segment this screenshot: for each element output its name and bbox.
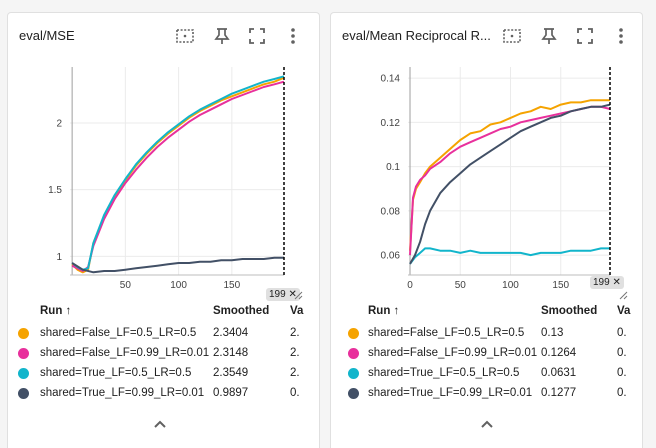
run-color-dot bbox=[348, 348, 359, 359]
run-column-header[interactable]: Run ↑ bbox=[40, 305, 72, 317]
line-chart-mse[interactable]: 50 100 150 1 1.5 2 bbox=[8, 57, 321, 303]
more-vert-icon[interactable] bbox=[282, 25, 304, 47]
smoothed-column-header[interactable]: Smoothed bbox=[213, 305, 270, 317]
chevron-up-icon[interactable] bbox=[150, 417, 170, 431]
raw-value: 2. bbox=[290, 367, 300, 379]
smoothed-value: 0.1277 bbox=[541, 387, 577, 399]
series-line bbox=[71, 76, 285, 274]
run-name: shared=False_LF=0.5_LR=0.5 bbox=[368, 327, 525, 339]
raw-value: 0. bbox=[617, 347, 627, 359]
run-name: shared=False_LF=0.99_LR=0.01 bbox=[368, 347, 538, 359]
raw-value: 0. bbox=[617, 327, 627, 339]
fit-domain-icon[interactable] bbox=[501, 25, 523, 47]
chevron-up-icon[interactable] bbox=[477, 417, 497, 431]
series-line bbox=[409, 105, 611, 256]
table-row[interactable]: shared=False_LF=0.5_LR=0.5 0.13 0. bbox=[331, 325, 644, 345]
run-color-dot bbox=[18, 328, 29, 339]
smoothed-value: 0.9897 bbox=[213, 387, 249, 399]
smoothed-value: 2.3549 bbox=[213, 367, 249, 379]
step-badge[interactable]: 199 ✕ bbox=[590, 276, 624, 289]
resize-handle-icon[interactable] bbox=[293, 290, 303, 300]
run-color-dot bbox=[18, 348, 29, 359]
run-name: shared=False_LF=0.99_LR=0.01 bbox=[40, 347, 210, 359]
smoothed-column-header[interactable]: Smoothed bbox=[541, 305, 598, 317]
smoothed-value: 0.13 bbox=[541, 327, 564, 339]
y-tick-label: 0.14 bbox=[381, 74, 401, 85]
more-vert-icon[interactable] bbox=[610, 25, 632, 47]
chart-card-mrr: eval/Mean Reciprocal R... 0 50 100 150 0.06 0… bbox=[330, 12, 643, 448]
y-tick-label: 1.5 bbox=[48, 185, 62, 196]
table-row[interactable]: shared=False_LF=0.99_LR=0.01 2.3148 2. bbox=[8, 345, 321, 365]
raw-value: 2. bbox=[290, 347, 300, 359]
raw-value: 0. bbox=[617, 387, 627, 399]
resize-handle-icon[interactable] bbox=[618, 290, 628, 300]
y-tick-label: 0.08 bbox=[381, 206, 401, 217]
table-row[interactable]: shared=True_LF=0.5_LR=0.5 0.0631 0. bbox=[331, 365, 644, 385]
y-tick-label: 1 bbox=[56, 252, 62, 263]
fit-domain-icon[interactable] bbox=[174, 25, 196, 47]
line-chart-mrr[interactable]: 0 50 100 150 0.06 0.08 0.1 0.12 0.14 bbox=[331, 57, 644, 303]
x-tick-label: 0 bbox=[407, 280, 413, 291]
raw-value: 0. bbox=[290, 387, 300, 399]
run-color-dot bbox=[348, 388, 359, 399]
raw-value: 0. bbox=[617, 367, 627, 379]
series-line bbox=[409, 99, 610, 251]
x-tick-label: 150 bbox=[552, 280, 569, 291]
chart-title: eval/Mean Reciprocal R... bbox=[342, 28, 491, 43]
series-line bbox=[409, 247, 610, 265]
value-column-header[interactable]: Va bbox=[290, 305, 304, 317]
chart-title: eval/MSE bbox=[19, 28, 75, 43]
series-line bbox=[71, 75, 285, 271]
run-color-dot bbox=[18, 368, 29, 379]
smoothed-value: 2.3404 bbox=[213, 327, 249, 339]
series-line bbox=[71, 80, 285, 272]
step-badge[interactable]: 199 ✕ bbox=[266, 288, 300, 301]
run-name: shared=True_LF=0.5_LR=0.5 bbox=[368, 367, 520, 379]
table-row[interactable]: shared=True_LF=0.99_LR=0.01 0.1277 0. bbox=[331, 385, 644, 403]
x-tick-label: 100 bbox=[502, 280, 519, 291]
x-tick-label: 150 bbox=[223, 280, 240, 291]
table-row[interactable]: shared=True_LF=0.99_LR=0.01 0.9897 0. bbox=[8, 385, 321, 403]
x-tick-label: 50 bbox=[455, 280, 467, 291]
run-name: shared=True_LF=0.99_LR=0.01 bbox=[40, 387, 205, 399]
run-name: shared=True_LF=0.5_LR=0.5 bbox=[40, 367, 192, 379]
table-row[interactable]: shared=False_LF=0.5_LR=0.5 2.3404 2. bbox=[8, 325, 321, 345]
pin-icon[interactable] bbox=[538, 25, 560, 47]
smoothed-value: 0.1264 bbox=[541, 347, 577, 359]
series-line bbox=[409, 103, 611, 265]
raw-value: 2. bbox=[290, 327, 300, 339]
table-row[interactable]: shared=False_LF=0.99_LR=0.01 0.1264 0. bbox=[331, 345, 644, 365]
run-color-dot bbox=[18, 388, 29, 399]
fullscreen-icon[interactable] bbox=[246, 25, 268, 47]
series-line bbox=[71, 256, 284, 274]
y-tick-label: 0.12 bbox=[381, 118, 401, 129]
y-tick-label: 0.1 bbox=[386, 162, 400, 173]
run-color-dot bbox=[348, 368, 359, 379]
y-tick-label: 2 bbox=[56, 119, 62, 130]
pin-icon[interactable] bbox=[211, 25, 233, 47]
fullscreen-icon[interactable] bbox=[574, 25, 596, 47]
x-tick-label: 100 bbox=[170, 280, 187, 291]
value-column-header[interactable]: Va bbox=[617, 305, 631, 317]
y-tick-label: 0.06 bbox=[381, 251, 401, 262]
run-table: Run ↑ Smoothed Va shared=False_LF=0.5_LR… bbox=[331, 303, 644, 403]
x-tick-label: 50 bbox=[120, 280, 132, 291]
run-color-dot bbox=[348, 328, 359, 339]
chart-card-mse: eval/MSE 50 100 150 1 1.5 2 199 ✕ Run ↑ Smoot… bbox=[7, 12, 320, 448]
run-column-header[interactable]: Run ↑ bbox=[368, 305, 400, 317]
smoothed-value: 0.0631 bbox=[541, 367, 577, 379]
table-row[interactable]: shared=True_LF=0.5_LR=0.5 2.3549 2. bbox=[8, 365, 321, 385]
run-name: shared=False_LF=0.5_LR=0.5 bbox=[40, 327, 197, 339]
run-name: shared=True_LF=0.99_LR=0.01 bbox=[368, 387, 533, 399]
run-table: Run ↑ Smoothed Va shared=False_LF=0.5_LR… bbox=[8, 303, 321, 403]
smoothed-value: 2.3148 bbox=[213, 347, 249, 359]
